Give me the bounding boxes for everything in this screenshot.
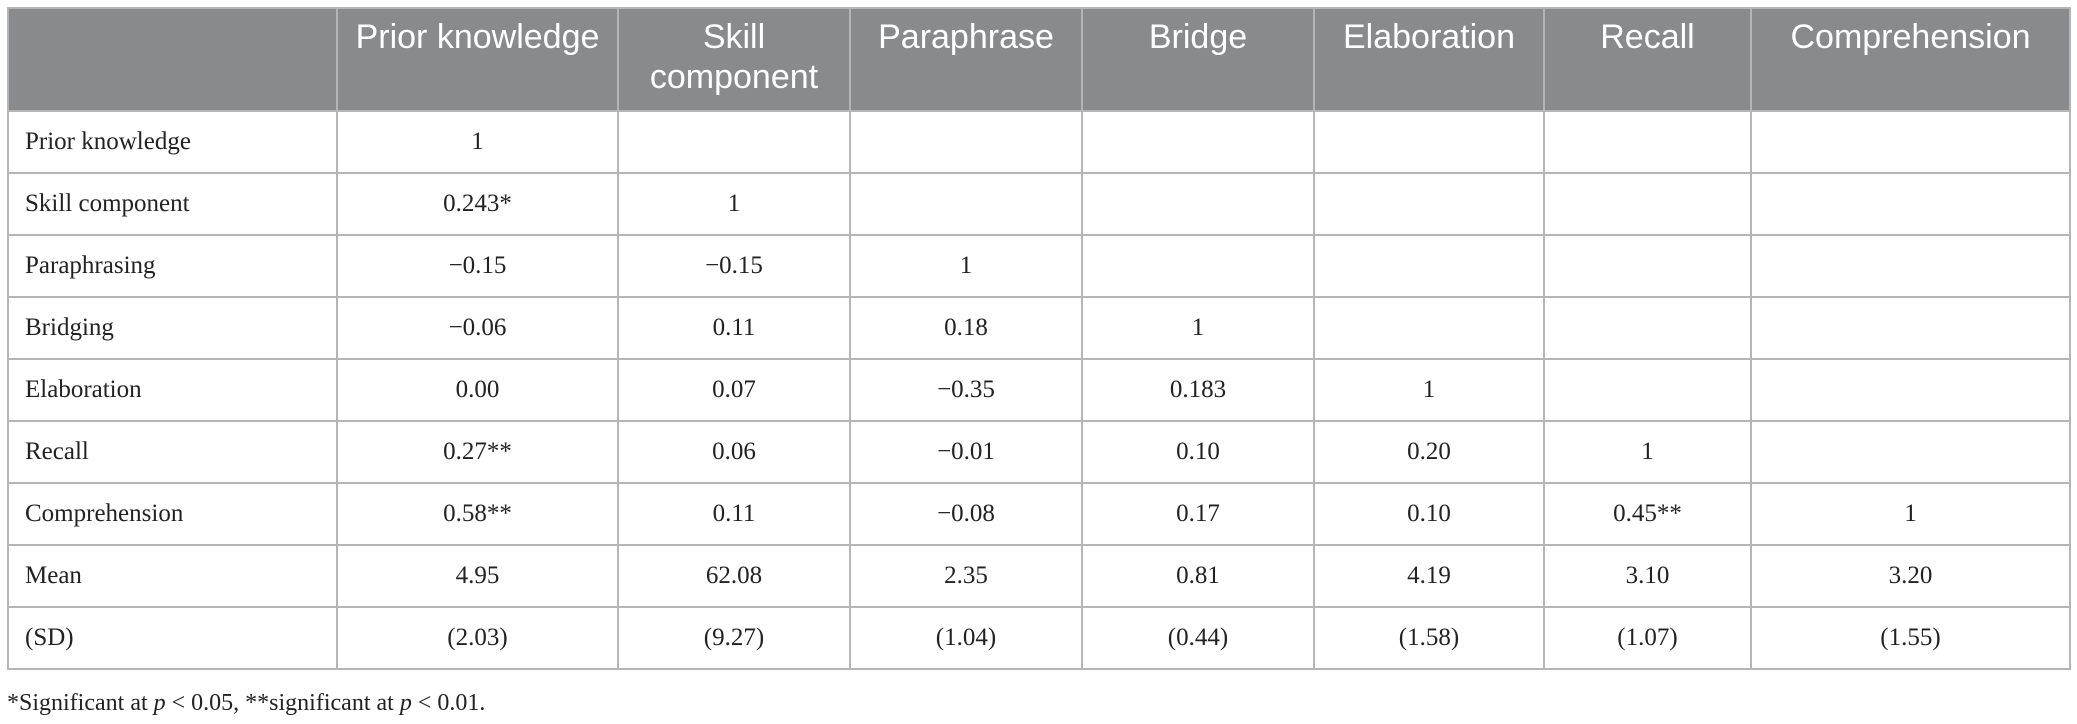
table-cell: 0.00 (336, 358, 619, 422)
table-row: Elaboration 0.00 0.07 −0.35 0.183 1 (7, 358, 2071, 422)
row-label: Comprehension (7, 482, 338, 546)
table-cell: 0.81 (1081, 544, 1315, 608)
table-row: Paraphrasing −0.15 −0.15 1 (7, 234, 2071, 298)
table-cell (849, 172, 1083, 236)
table-cell (1543, 358, 1752, 422)
table-cell (1543, 296, 1752, 360)
table-cell: (9.27) (617, 606, 851, 670)
table-cell (1313, 296, 1545, 360)
row-label: (SD) (7, 606, 338, 670)
table-cell: 4.19 (1313, 544, 1545, 608)
table-cell: 1 (849, 234, 1083, 298)
table-cell (1750, 110, 2071, 174)
table-cell: 0.10 (1081, 420, 1315, 484)
header-cell: Comprehension (1750, 7, 2071, 112)
row-label: Paraphrasing (7, 234, 338, 298)
table-cell: (0.44) (1081, 606, 1315, 670)
table-cell (849, 110, 1083, 174)
table-cell (1750, 172, 2071, 236)
table-row: Bridging −0.06 0.11 0.18 1 (7, 296, 2071, 360)
table-cell (1081, 172, 1315, 236)
table-row: Prior knowledge 1 (7, 110, 2071, 174)
table-row: Mean 4.95 62.08 2.35 0.81 4.19 3.10 3.20 (7, 544, 2071, 608)
header-cell: Elaboration (1313, 7, 1545, 112)
table-body: Prior knowledge 1 Skill component 0.243* 1 Pa… (7, 110, 2071, 670)
table-row: (SD) (2.03) (9.27) (1.04) (0.44) (1.58) (1.07)… (7, 606, 2071, 670)
table-cell: 1 (336, 110, 619, 174)
header-cell: Recall (1543, 7, 1752, 112)
table-cell: (1.58) (1313, 606, 1545, 670)
table-cell (1750, 358, 2071, 422)
row-label: Recall (7, 420, 338, 484)
table-cell: 0.27** (336, 420, 619, 484)
table-cell (1313, 172, 1545, 236)
header-cell: Prior knowledge (336, 7, 619, 112)
table-row: Recall 0.27** 0.06 −0.01 0.10 0.20 1 (7, 420, 2071, 484)
table-cell: 0.06 (617, 420, 851, 484)
table-cell: −0.06 (336, 296, 619, 360)
table-cell: −0.35 (849, 358, 1083, 422)
table-cell: 0.10 (1313, 482, 1545, 546)
table-cell: 3.10 (1543, 544, 1752, 608)
table-cell: 0.243* (336, 172, 619, 236)
table-cell: 0.11 (617, 296, 851, 360)
table-cell: 0.11 (617, 482, 851, 546)
table-cell (1081, 110, 1315, 174)
table-cell: 1 (1543, 420, 1752, 484)
table-cell: 4.95 (336, 544, 619, 608)
table-cell (1543, 172, 1752, 236)
table-cell (1543, 110, 1752, 174)
table-cell: 0.183 (1081, 358, 1315, 422)
table-cell: 62.08 (617, 544, 851, 608)
footnote-text: < 0.01. (411, 690, 486, 716)
table-cell: −0.15 (617, 234, 851, 298)
table-cell (1313, 110, 1545, 174)
table-cell: (1.55) (1750, 606, 2071, 670)
table-cell: −0.01 (849, 420, 1083, 484)
table-cell (1750, 296, 2071, 360)
row-label: Mean (7, 544, 338, 608)
table-cell: −0.08 (849, 482, 1083, 546)
table-cell: 3.20 (1750, 544, 2071, 608)
table-cell (1750, 234, 2071, 298)
table-cell (1081, 234, 1315, 298)
table-cell: 0.17 (1081, 482, 1315, 546)
table-cell: 1 (1313, 358, 1545, 422)
table-cell (617, 110, 851, 174)
header-cell: Skill component (617, 7, 851, 112)
footnote-text: *Significant at (7, 690, 154, 716)
row-label: Skill component (7, 172, 338, 236)
header-cell (7, 7, 338, 112)
table-cell: 0.45** (1543, 482, 1752, 546)
header-row: Prior knowledge Skill component Paraphrase… (7, 7, 2071, 112)
footnote: *Significant at p < 0.05, **significant … (7, 690, 485, 717)
footnote-text: p (153, 690, 166, 716)
row-label: Prior knowledge (7, 110, 338, 174)
table-cell: 0.58** (336, 482, 619, 546)
footnote-text: < 0.05, **significant at (165, 690, 400, 716)
row-label: Elaboration (7, 358, 338, 422)
table-row: Skill component 0.243* 1 (7, 172, 2071, 236)
header-cell: Bridge (1081, 7, 1315, 112)
table-cell: 1 (1750, 482, 2071, 546)
table-cell: 2.35 (849, 544, 1083, 608)
table-row: Comprehension 0.58** 0.11 −0.08 0.17 0.10 0.45… (7, 482, 2071, 546)
table-cell: (1.04) (849, 606, 1083, 670)
correlation-table: Prior knowledge Skill component Paraphrase… (7, 7, 2071, 670)
table-cell: 0.20 (1313, 420, 1545, 484)
row-label: Bridging (7, 296, 338, 360)
footnote-text: p (399, 690, 412, 716)
table-cell (1313, 234, 1545, 298)
table-cell: 0.07 (617, 358, 851, 422)
table-cell (1543, 234, 1752, 298)
table-cell: (1.07) (1543, 606, 1752, 670)
table-cell (1750, 420, 2071, 484)
table-cell: 1 (617, 172, 851, 236)
table-cell: 0.18 (849, 296, 1083, 360)
table-cell: 1 (1081, 296, 1315, 360)
table-cell: −0.15 (336, 234, 619, 298)
header-cell: Paraphrase (849, 7, 1083, 112)
table-cell: (2.03) (336, 606, 619, 670)
